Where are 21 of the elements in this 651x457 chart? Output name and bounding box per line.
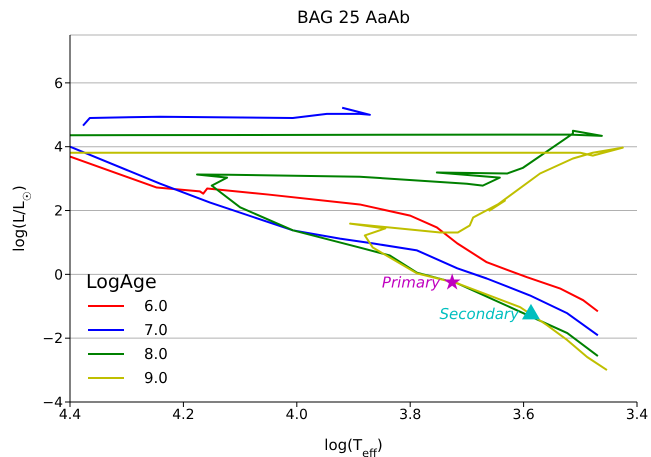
y-tick-label: −2	[42, 331, 63, 348]
y-tick-label: 4	[54, 140, 64, 156]
series-label: Primary	[382, 273, 442, 292]
chart-title: BAG 25 AaAb	[296, 8, 412, 28]
legend-label: 8.0	[144, 344, 168, 365]
y-tick-label: 2	[54, 203, 63, 220]
x-tick-label: 3.8	[399, 406, 422, 423]
legend-label: 6.0	[144, 296, 168, 317]
legend-label: 7.0	[144, 320, 168, 341]
x-tick-label: 4.2	[172, 406, 195, 423]
y-tick-label: 6	[54, 76, 64, 92]
x-tick-label: 3.6	[512, 406, 535, 423]
series-label: Secondary	[440, 305, 520, 324]
x-axis-title: log(T$_{eff}$)	[324, 436, 383, 457]
line-series	[70, 146, 624, 372]
x-tick-label: 3.4	[626, 406, 648, 423]
legend-label: 9.0	[144, 368, 168, 389]
x-tick-label: 4.0	[286, 406, 308, 423]
legend-title: LogAge	[86, 270, 158, 294]
y-tick-label: 0	[54, 267, 63, 284]
line-series	[70, 130, 603, 358]
